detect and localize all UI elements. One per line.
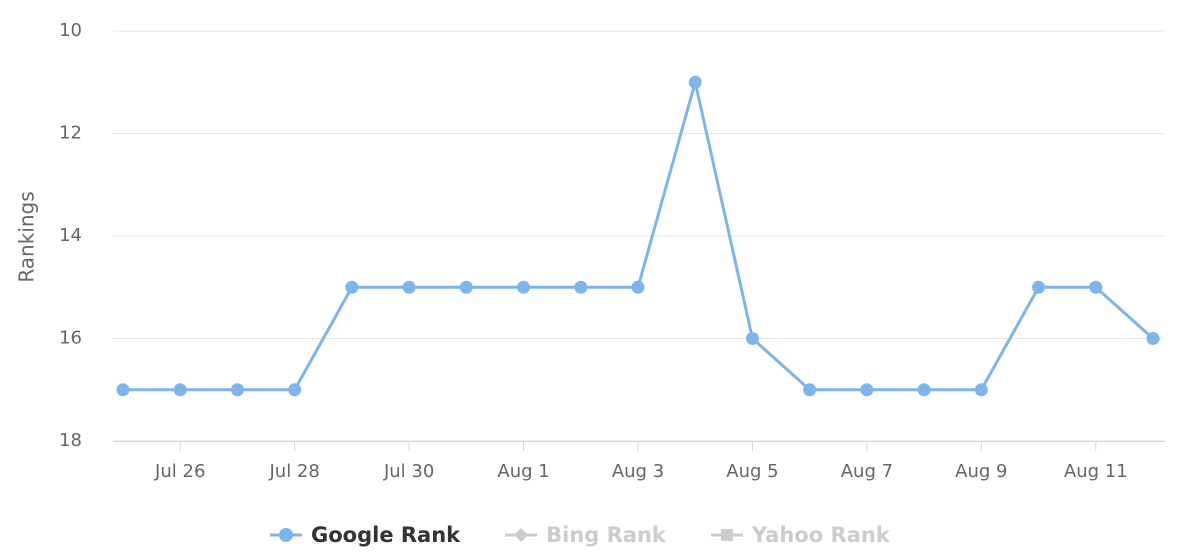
x-tick-label: Aug 7 (841, 461, 893, 482)
y-tick-label: 16 (59, 328, 82, 349)
legend-label: Bing Rank (546, 523, 667, 547)
point (173, 383, 187, 397)
point (517, 280, 531, 294)
point (631, 280, 645, 294)
x-tick-label: Aug 3 (612, 461, 664, 482)
x-tick-label: Jul 26 (154, 461, 205, 482)
y-axis-label: Rankings (15, 191, 39, 282)
x-tick-label: Aug 11 (1064, 461, 1128, 482)
point (230, 383, 244, 397)
point (917, 383, 931, 397)
point (459, 280, 473, 294)
point (1032, 280, 1046, 294)
point (803, 383, 817, 397)
legend-label: Yahoo Rank (751, 523, 891, 547)
legend-item[interactable]: Google Rank (270, 523, 461, 547)
point (402, 280, 416, 294)
point (860, 383, 874, 397)
legend-label: Google Rank (311, 523, 461, 547)
x-tick-label: Aug 1 (497, 461, 549, 482)
point (116, 383, 130, 397)
y-tick-label: 12 (59, 123, 82, 144)
x-tick-label: Jul 30 (383, 461, 434, 482)
point (574, 280, 588, 294)
x-tick-label: Aug 5 (726, 461, 778, 482)
legend-symbol (514, 528, 529, 542)
legend-symbol (279, 528, 293, 542)
x-tick-label: Aug 9 (955, 461, 1007, 482)
point (288, 383, 302, 397)
point (745, 332, 759, 345)
point (1089, 280, 1103, 294)
point (974, 383, 988, 397)
y-tick-label: 10 (59, 20, 82, 41)
x-tick-label: Jul 28 (268, 461, 319, 482)
point (1146, 332, 1160, 345)
point (688, 75, 702, 89)
y-tick-label: 18 (59, 430, 82, 451)
point (345, 280, 359, 294)
legend-symbol (720, 529, 733, 541)
legend-item[interactable]: Bing Rank (505, 523, 667, 547)
y-tick-label: 14 (59, 225, 82, 246)
legend-item[interactable]: Yahoo Rank (710, 523, 891, 547)
